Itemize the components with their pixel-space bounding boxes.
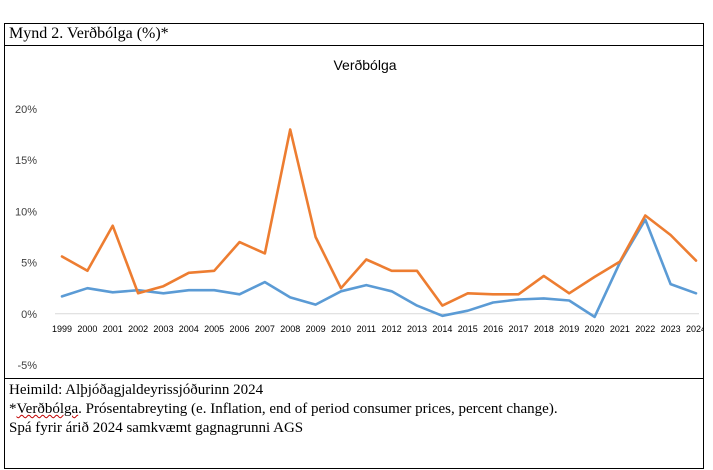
forecast-note: Spá fyrir árið 2024 samkvæmt gagnagrunni… — [9, 420, 304, 436]
note-term: Verðbólga — [16, 401, 79, 417]
x-tick-label: 2000 — [77, 324, 97, 334]
x-tick-label: 2014 — [432, 324, 452, 334]
x-tick-label: 2016 — [483, 324, 503, 334]
chart-area: Verðbólga -5% 0% 5% 10% 15% 20% 1999 2000 2001 2… — [5, 46, 703, 378]
x-tick-label: 2015 — [458, 324, 478, 334]
inflation-line-chart: Verðbólga -5% 0% 5% 10% 15% 20% 1999 2000 2001 2… — [15, 57, 703, 372]
y-tick-label: 10% — [15, 206, 37, 218]
y-tick-label: -5% — [17, 360, 37, 372]
x-tick-label: 2024 — [686, 324, 703, 334]
x-tick-label: 2006 — [230, 324, 250, 334]
y-tick-label: 5% — [21, 258, 37, 270]
definition-note: *Verðbólga. Prósentabreyting (e. Inflati… — [9, 400, 669, 419]
x-axis: 1999 2000 2001 2002 2003 2004 2005 2006 2007 2008… — [52, 313, 703, 334]
series-line — [60, 128, 698, 307]
chart-title: Verðbólga — [333, 57, 396, 73]
figure-header: Mynd 2. Verðbólga (%)* — [5, 24, 703, 46]
x-tick-label: 1999 — [52, 324, 72, 334]
x-tick-label: 2002 — [128, 324, 148, 334]
x-tick-label: 2022 — [635, 324, 655, 334]
figure-footer: Heimild: Alþjóðagjaldeyrissjóðurinn 2024… — [5, 378, 703, 469]
x-tick-label: 2011 — [357, 324, 376, 334]
x-tick-label: 2020 — [585, 324, 605, 334]
x-tick-label: 2008 — [280, 324, 300, 334]
note-marker: * — [9, 401, 17, 417]
x-tick-label: 2021 — [610, 324, 630, 334]
x-tick-label: 2012 — [382, 324, 402, 334]
x-tick-label: 2004 — [179, 324, 199, 334]
x-tick-label: 2018 — [534, 324, 554, 334]
series-line — [60, 218, 698, 319]
x-tick-label: 2013 — [407, 324, 427, 334]
x-tick-label: 2001 — [103, 324, 123, 334]
series-lines — [60, 128, 698, 319]
y-axis: -5% 0% 5% 10% 15% 20% — [15, 104, 37, 372]
x-tick-label: 2019 — [559, 324, 579, 334]
x-tick-label: 2023 — [661, 324, 681, 334]
x-tick-label: 2017 — [508, 324, 528, 334]
source-note: Heimild: Alþjóðagjaldeyrissjóðurinn 2024 — [9, 382, 264, 398]
y-tick-label: 15% — [15, 155, 37, 167]
y-tick-label: 0% — [21, 309, 37, 321]
note-text: . Prósentabreyting (e. Inflation, end of… — [78, 401, 558, 417]
figure-frame: Mynd 2. Verðbólga (%)* Verðbólga -5% 0% 5%… — [4, 23, 704, 469]
x-tick-label: 2007 — [255, 324, 275, 334]
x-tick-label: 2010 — [331, 324, 351, 334]
x-tick-label: 2005 — [204, 324, 224, 334]
figure-title: Mynd 2. Verðbólga (%)* — [9, 25, 169, 42]
x-tick-label: 2009 — [306, 324, 326, 334]
y-tick-label: 20% — [15, 104, 37, 116]
x-tick-label: 2003 — [153, 324, 173, 334]
